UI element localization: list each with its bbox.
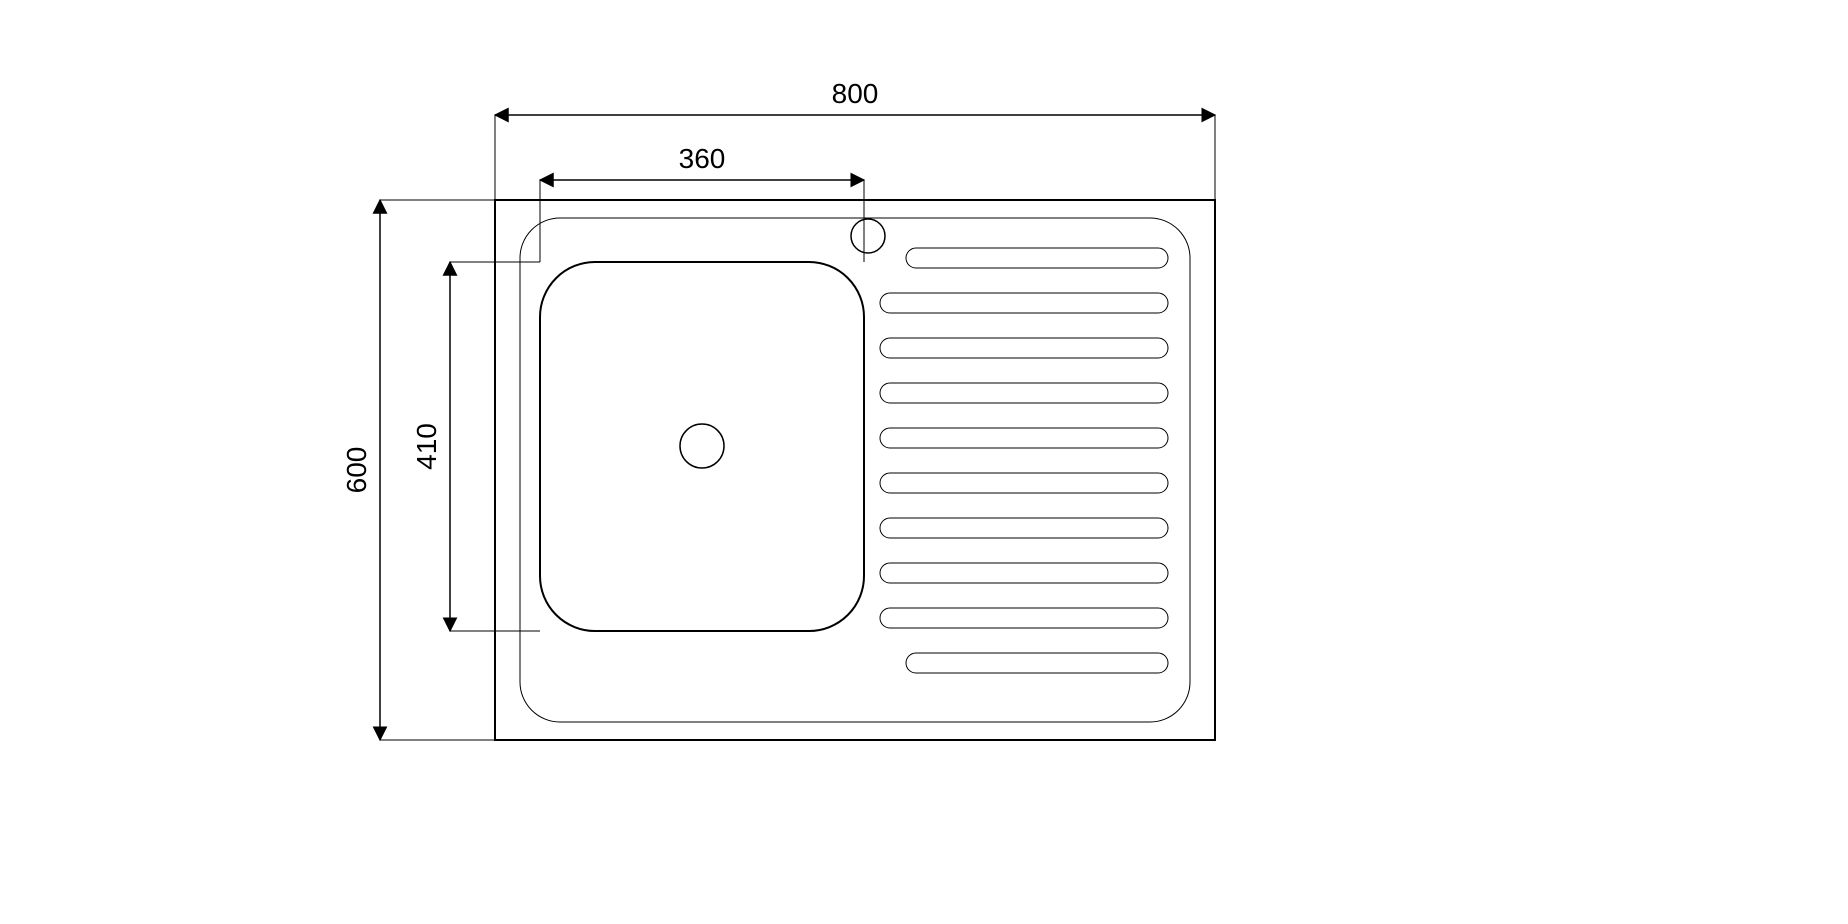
sink-outer-rect — [495, 200, 1215, 740]
drainboard-ribs — [880, 248, 1168, 673]
sink-technical-drawing: 800 360 600 410 — [0, 0, 1848, 924]
sink-basin — [540, 262, 864, 631]
drain-hole — [680, 424, 724, 468]
drainboard-rib — [880, 563, 1168, 583]
drainboard-rib — [880, 428, 1168, 448]
sink-inner-panel — [520, 218, 1190, 722]
drainboard-rib — [880, 518, 1168, 538]
tap-hole — [851, 219, 885, 253]
dimension-label-overall-width: 800 — [832, 78, 879, 109]
drainboard-rib — [880, 383, 1168, 403]
dimension-label-basin-height: 410 — [411, 423, 442, 470]
dimension-label-overall-height: 600 — [341, 447, 372, 494]
drainboard-rib — [906, 653, 1168, 673]
dimension-label-basin-width: 360 — [679, 143, 726, 174]
drainboard-rib — [880, 473, 1168, 493]
drainboard-rib — [880, 608, 1168, 628]
drainboard-rib — [880, 293, 1168, 313]
drainboard-rib — [906, 248, 1168, 268]
drainboard-rib — [880, 338, 1168, 358]
